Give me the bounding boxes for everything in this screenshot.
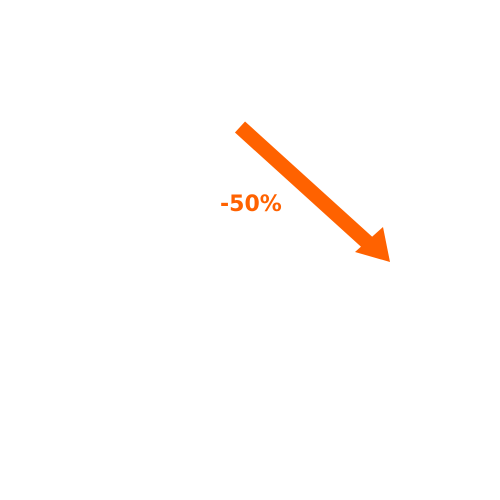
percent-change-label: -50% [220,192,282,217]
arrow-head [355,227,390,262]
arrow-shaft [234,121,374,249]
